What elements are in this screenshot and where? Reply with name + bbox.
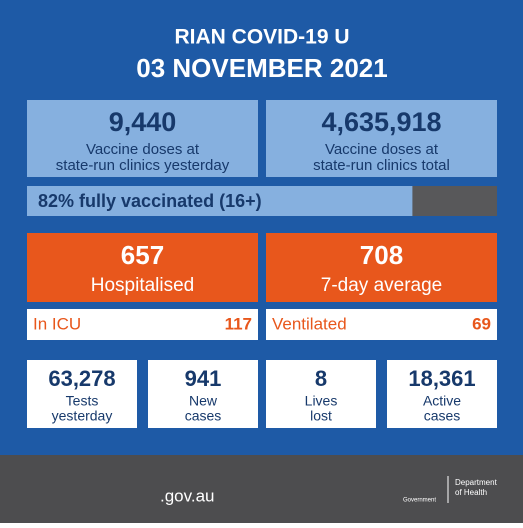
detail-box — [27, 309, 258, 340]
stat-caption: Active — [423, 393, 461, 409]
stat-value: 941 — [185, 366, 222, 391]
stat-box — [387, 360, 497, 428]
stat-value: 8 — [315, 366, 327, 391]
vaccine-box — [266, 100, 497, 177]
hospital-label: Hospitalised — [91, 275, 195, 296]
hospital-label: 7-day average — [321, 275, 442, 296]
hospital-box — [266, 233, 497, 302]
footer-site: .gov.au — [160, 486, 215, 505]
vaccine-box — [27, 100, 258, 177]
footer-government: Government — [403, 498, 436, 504]
stat-caption: cases — [185, 408, 222, 424]
stat-box — [27, 360, 137, 428]
stat-caption: Lives — [305, 393, 338, 409]
stat-caption: lost — [310, 408, 332, 424]
footer-department: Department — [455, 478, 498, 487]
vaccine-value: 4,635,918 — [321, 107, 441, 137]
detail-label: In ICU — [33, 314, 81, 333]
stat-box — [266, 360, 376, 428]
stat-caption: yesterday — [52, 408, 113, 424]
stat-caption: cases — [424, 408, 461, 424]
vaccine-caption: state-run clinics total — [313, 157, 450, 174]
vaccine-caption: Vaccine doses at — [86, 141, 200, 158]
progress-label: 82% fully vaccinated (16+) — [38, 191, 262, 211]
detail-box — [266, 309, 497, 340]
vaccine-caption: Vaccine doses at — [325, 141, 439, 158]
detail-label: Ventilated — [272, 314, 347, 333]
date: 03 NOVEMBER 2021 — [136, 53, 387, 83]
hospital-value: 657 — [121, 240, 164, 270]
stat-caption: Tests — [66, 393, 99, 409]
detail-value: 117 — [225, 314, 252, 333]
stat-caption: New — [189, 393, 218, 409]
hospital-value: 708 — [360, 240, 403, 270]
vaccine-value: 9,440 — [109, 107, 177, 137]
stat-value: 63,278 — [48, 366, 115, 391]
title: RIAN COVID-19 U — [174, 26, 349, 49]
progress-fill — [27, 186, 413, 216]
hospital-box — [27, 233, 258, 302]
stat-value: 18,361 — [408, 366, 475, 391]
detail-value: 69 — [472, 314, 491, 333]
stat-box — [148, 360, 258, 428]
vaccine-caption: state-run clinics yesterday — [56, 157, 230, 174]
footer-department: of Health — [455, 488, 487, 497]
footer-background — [0, 455, 523, 523]
